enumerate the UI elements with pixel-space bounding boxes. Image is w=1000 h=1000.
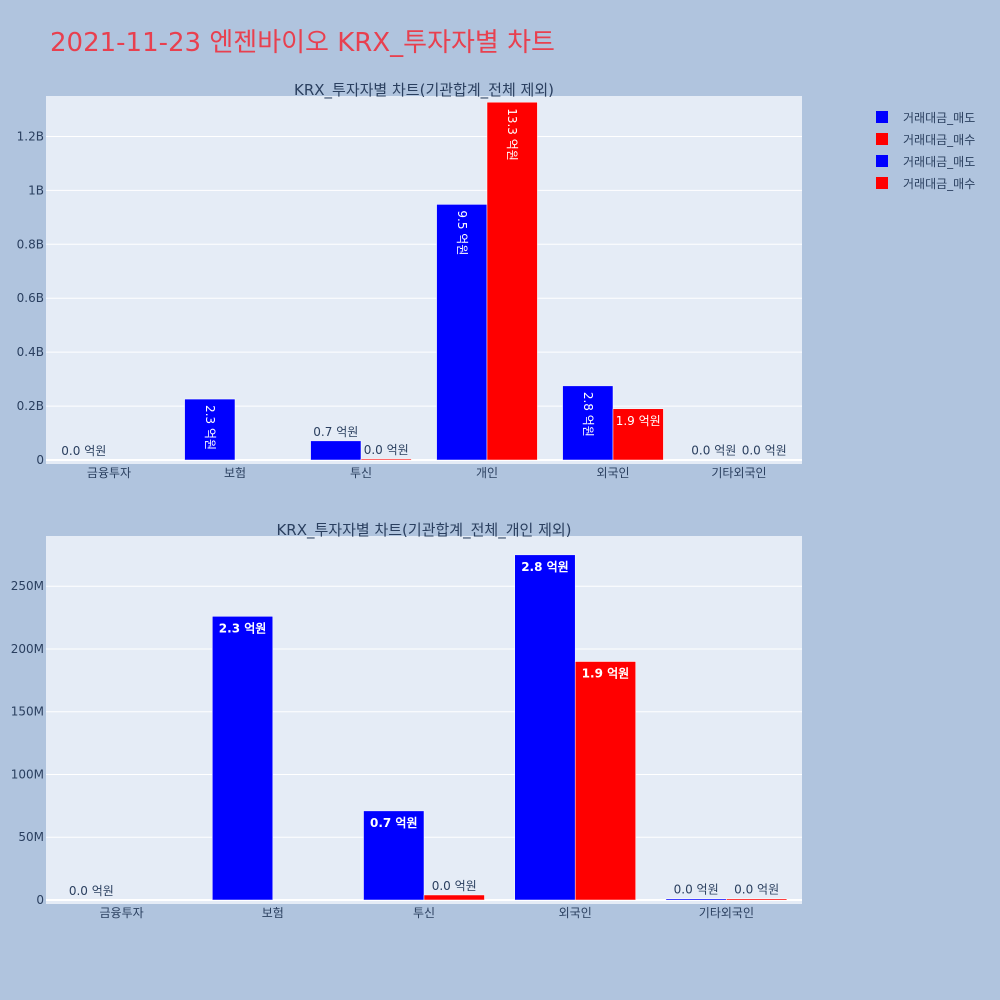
x-tick-label: 기타외국인: [711, 466, 766, 480]
bar-value-label: 13.3 억원: [505, 108, 519, 161]
legend-swatch-red: [876, 133, 888, 145]
x-tick-label: 금융투자: [100, 906, 144, 920]
bar: [184, 398, 236, 461]
bar: [726, 898, 788, 901]
legend-label: 거래대금_매수: [903, 132, 976, 147]
bar: [486, 101, 538, 461]
legend-swatch-blue: [876, 155, 888, 167]
legend-label: 거래대금_매도: [903, 110, 976, 125]
bar: [612, 408, 664, 461]
bar-value-label: 0.0 억원: [674, 883, 719, 897]
bar-value-label: 0.0 억원: [691, 444, 736, 458]
bar-value-label: 0.0 억원: [734, 883, 779, 897]
x-tick-label: 외국인: [596, 466, 629, 480]
y-tick-label: 0.2B: [17, 399, 44, 413]
x-tick-label: 기타외국인: [699, 906, 754, 920]
legend: 거래대금_매도 거래대금_매수 거래대금_매도 거래대금_매수: [876, 106, 975, 194]
y-tick-label: 50M: [18, 830, 44, 844]
legend-item[interactable]: 거래대금_매도: [876, 106, 975, 128]
y-tick-label: 100M: [11, 767, 44, 781]
x-tick-label: 금융투자: [87, 466, 131, 480]
chart-title: KRX_투자자별 차트(기관합계_전체 제외): [294, 81, 554, 100]
legend-swatch-blue: [876, 111, 888, 123]
bar-value-label: 0.0 억원: [69, 884, 114, 898]
bar-value-label: 0.7 억원: [313, 425, 358, 439]
x-tick-label: 보험: [262, 906, 284, 920]
bar-value-label: 2.8 억원: [521, 560, 569, 574]
bar-value-label: 0.0 억원: [61, 444, 106, 458]
y-tick-label: 1B: [28, 183, 44, 197]
bar-value-label: 1.9 억원: [582, 667, 630, 681]
bar: [310, 440, 362, 461]
bar: [665, 898, 727, 901]
bar-value-label: 2.3 억원: [219, 621, 267, 635]
bar: [423, 894, 485, 901]
legend-item[interactable]: 거래대금_매도: [876, 150, 975, 172]
y-tick-label: 0: [36, 893, 44, 907]
bar: [212, 616, 274, 901]
legend-swatch-red: [876, 177, 888, 189]
bar: [562, 385, 614, 461]
legend-label: 거래대금_매도: [903, 154, 976, 169]
bar: [363, 810, 425, 901]
plot-area: [46, 96, 802, 464]
legend-item[interactable]: 거래대금_매수: [876, 172, 975, 194]
x-tick-label: 외국인: [559, 906, 592, 920]
bar-value-label: 0.7 억원: [370, 816, 418, 830]
bar-value-label: 0.0 억원: [364, 443, 409, 457]
y-tick-label: 250M: [11, 579, 44, 593]
y-tick-label: 0.4B: [17, 345, 44, 359]
bar-value-label: 9.5 억원: [455, 210, 469, 255]
x-tick-label: 투신: [413, 906, 435, 920]
bar: [514, 554, 576, 901]
page-title: 2021-11-23 엔젠바이오 KRX_투자자별 차트: [50, 28, 555, 58]
y-tick-label: 150M: [11, 705, 44, 719]
bar-value-label: 1.9 억원: [616, 414, 661, 428]
x-tick-label: 개인: [476, 466, 498, 480]
bar-value-label: 2.8 억원: [581, 392, 595, 437]
x-tick-label: 투신: [350, 466, 372, 480]
bar: [360, 458, 412, 461]
bar: [574, 661, 636, 901]
chart-title: KRX_투자자별 차트(기관합계_전체_개인 제외): [276, 521, 571, 540]
bar-value-label: 2.3 억원: [203, 405, 217, 450]
bar-value-label: 0.0 억원: [742, 444, 787, 458]
y-tick-label: 0.8B: [17, 237, 44, 251]
x-tick-label: 보험: [224, 466, 246, 480]
y-tick-label: 0.6B: [17, 291, 44, 305]
bar: [436, 204, 488, 461]
legend-label: 거래대금_매수: [903, 176, 976, 191]
legend-item[interactable]: 거래대금_매수: [876, 128, 975, 150]
y-tick-label: 200M: [11, 642, 44, 656]
y-tick-label: 0: [36, 453, 44, 467]
y-tick-label: 1.2B: [17, 129, 44, 143]
bar-value-label: 0.0 억원: [432, 879, 477, 893]
